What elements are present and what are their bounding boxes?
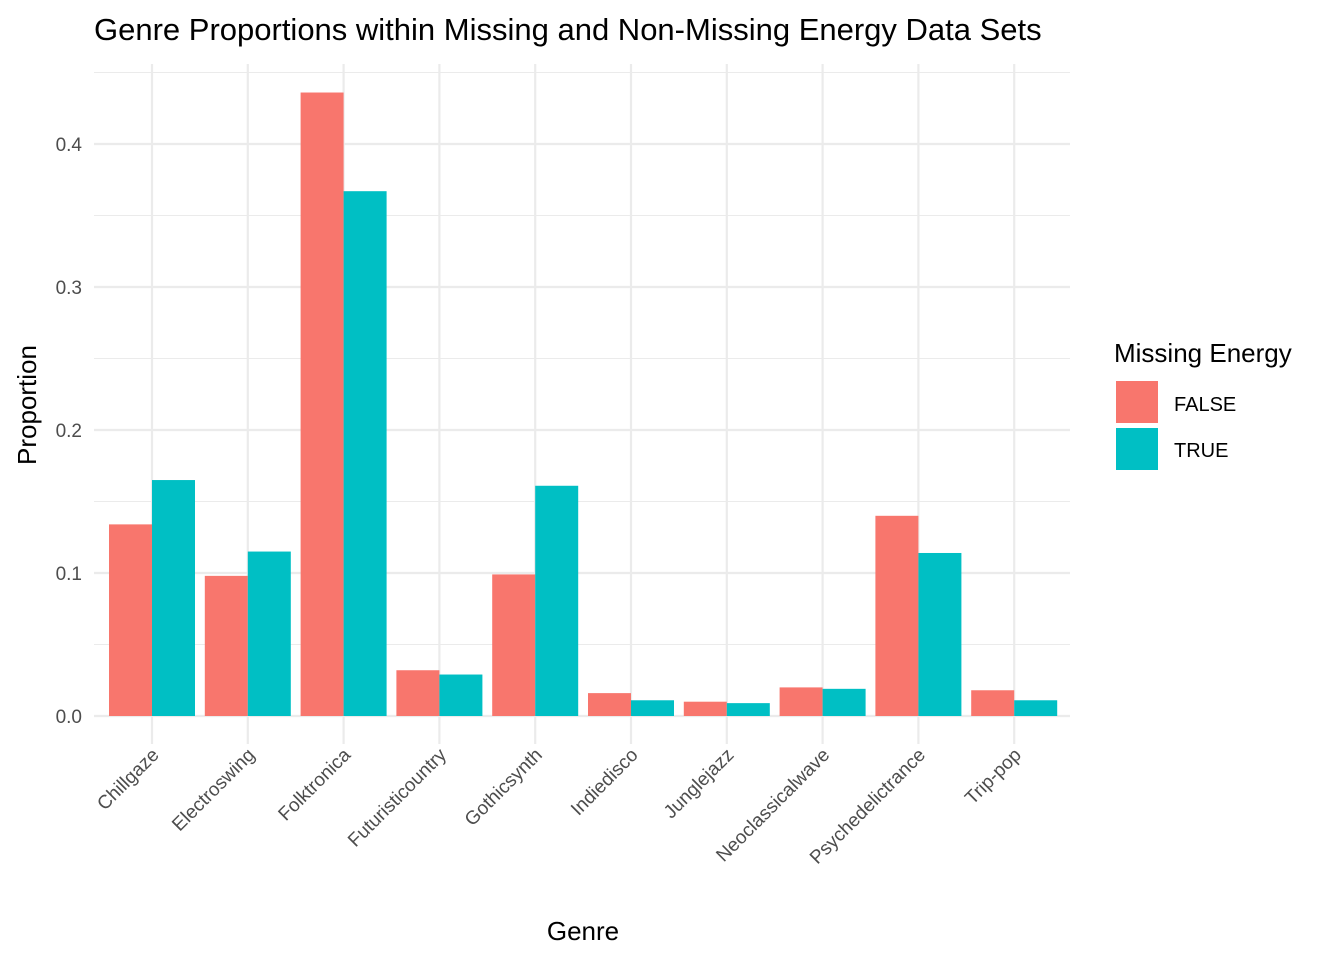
y-tick-label: 0.0 <box>56 707 82 728</box>
bar-true-chillgaze <box>152 480 195 716</box>
y-tick-label: 0.2 <box>56 421 82 442</box>
y-tick-label: 0.4 <box>56 135 83 156</box>
bar-false-psychedelictrance <box>875 515 919 716</box>
x-tick-label: Folktronica <box>275 744 356 825</box>
bar-true-futuristicountry <box>439 674 483 716</box>
y-axis-title: Proportion <box>12 345 42 465</box>
bar-true-folktronica <box>343 191 387 716</box>
x-tick-label: Indiedisco <box>567 745 642 820</box>
x-tick-label: Chillgaze <box>93 745 163 815</box>
bar-true-junglejazz <box>726 703 770 716</box>
x-axis-ticks: Chillgaze Electroswing FolktronicaFuturist… <box>93 744 1025 868</box>
y-axis-ticks: 0.0 0.1 0.2 0.3 0.4 <box>56 135 83 728</box>
legend-title: Missing Energy <box>1114 338 1292 368</box>
bar-false-folktronica <box>300 92 344 716</box>
x-tick-label: Futuristicountry <box>344 744 451 851</box>
bars <box>109 92 1058 716</box>
x-tick-label: Junglejazz <box>660 745 738 823</box>
x-tick-label: Trip-pop <box>961 745 1025 809</box>
y-tick-label: 0.3 <box>56 278 82 299</box>
legend: Missing Energy FALSE TRUE <box>1114 338 1292 470</box>
bar-false-chillgaze <box>109 524 152 716</box>
legend-swatch-false <box>1116 381 1158 423</box>
bar-true-electroswing <box>247 551 291 716</box>
bar-true-gothicsynth <box>535 485 579 716</box>
bar-false-electroswing <box>204 575 248 716</box>
bar-false-trip-pop <box>971 690 1015 716</box>
bar-true-psychedelictrance <box>918 552 962 716</box>
x-axis-title: Genre <box>547 916 619 946</box>
bar-true-neoclassicalwave <box>822 688 866 716</box>
bar-false-futuristicountry <box>396 670 440 716</box>
bar-true-trip-pop <box>1014 700 1058 716</box>
bar-false-gothicsynth <box>492 574 536 716</box>
bar-false-neoclassicalwave <box>779 687 823 716</box>
chart-title: Genre Proportions within Missing and Non… <box>94 12 1042 47</box>
legend-swatch-true <box>1116 428 1158 470</box>
bar-false-indiedisco <box>588 693 631 716</box>
bar-true-indiedisco <box>631 700 674 716</box>
y-tick-label: 0.1 <box>56 564 82 585</box>
x-tick-label: Electroswing <box>168 745 259 836</box>
x-tick-label: Gothicsynth <box>461 745 547 831</box>
legend-label-false: FALSE <box>1174 394 1236 416</box>
bar-false-junglejazz <box>683 701 727 716</box>
legend-label-true: TRUE <box>1174 440 1228 462</box>
